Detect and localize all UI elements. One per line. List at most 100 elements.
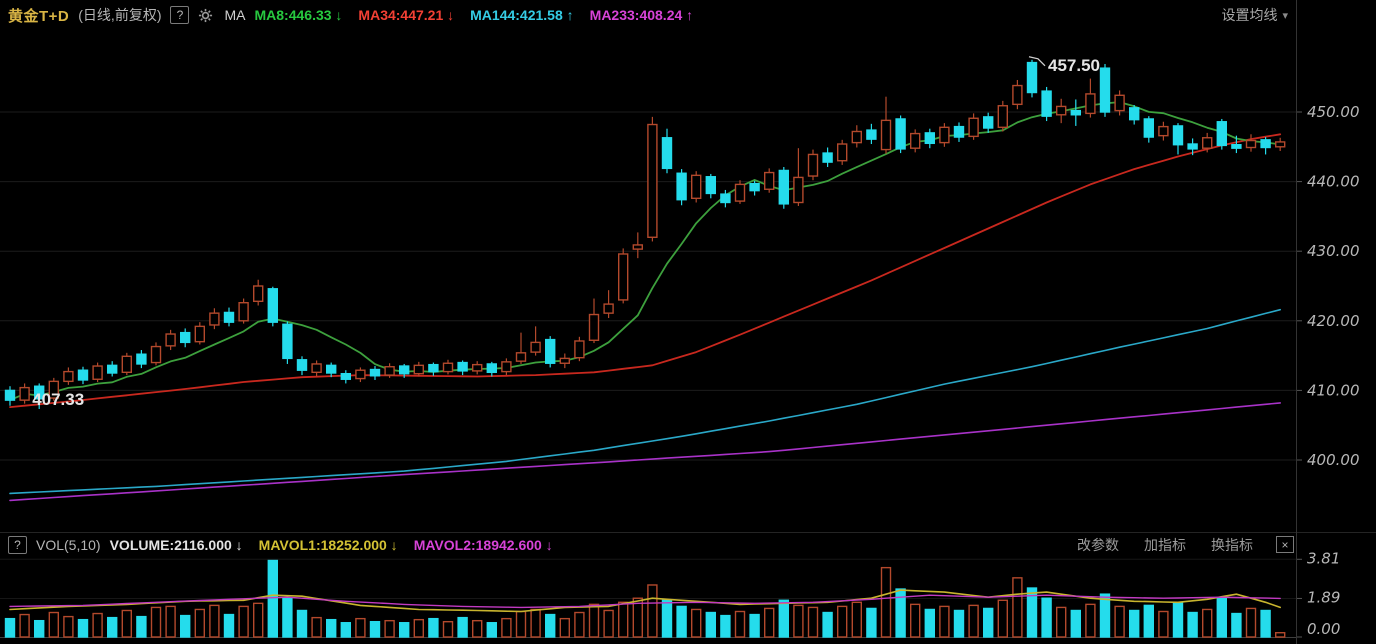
candle-up [939, 123, 950, 147]
volume-bar [1231, 612, 1242, 638]
volume-bar [63, 615, 74, 638]
volume-bar [1158, 610, 1169, 638]
candle-down [983, 112, 994, 133]
volume-bar [267, 559, 278, 638]
price-tick-label: 410.00 [1307, 381, 1360, 399]
candle-down [1128, 105, 1140, 125]
candle-up [910, 129, 921, 153]
volume-bar [121, 609, 133, 638]
candle-up [1055, 98, 1067, 124]
candle-down [545, 336, 556, 368]
volume-tick-label: 3.81 [1307, 549, 1340, 567]
candle-up [442, 359, 454, 375]
price-tick-label: 400.00 [1307, 451, 1360, 469]
change-params-button[interactable]: 改参数 [1077, 536, 1119, 553]
volume-bar [486, 622, 497, 638]
volume-help-icon[interactable]: ? [8, 535, 27, 554]
candle-up [632, 232, 643, 259]
candle-down [1216, 118, 1228, 150]
volume-bar [837, 605, 848, 638]
add-indicator-button[interactable]: 加指标 [1144, 536, 1186, 553]
volume-bar [238, 605, 249, 638]
candle-up [603, 290, 614, 319]
candle-down [953, 122, 965, 142]
volume-bar [1274, 632, 1286, 638]
candles [4, 59, 1286, 409]
volume-bar [661, 599, 673, 638]
volume-bar [632, 597, 643, 638]
volume-bar [282, 597, 293, 638]
candle-up [252, 279, 264, 306]
candle-up [48, 377, 59, 401]
candle-down [457, 360, 468, 376]
candle-down [34, 383, 45, 409]
volume-bar [880, 566, 892, 638]
close-icon[interactable]: × [1276, 536, 1294, 553]
volume-bar [691, 608, 702, 638]
ma-settings-button[interactable]: 设置均线 ▾ [1221, 5, 1288, 25]
candle-down [399, 363, 410, 378]
volume-bar [647, 584, 658, 638]
candle-down [77, 366, 89, 385]
price-tick-label: 450.00 [1307, 103, 1360, 121]
volume-bar [150, 606, 162, 638]
candle-up [209, 308, 220, 330]
volume-bar [603, 609, 614, 638]
help-icon[interactable]: ? [170, 6, 190, 24]
candle-up [515, 332, 527, 364]
volume-bar [910, 603, 921, 638]
candle-up [968, 113, 979, 140]
volume-bar [939, 605, 950, 638]
switch-indicator-button[interactable]: 换指标 [1211, 536, 1253, 553]
volume-bar [1085, 603, 1096, 638]
volume-bar [48, 611, 59, 638]
volume-bar [822, 611, 833, 638]
candle-up [63, 367, 74, 385]
volume-bar [559, 617, 570, 638]
candle-up [880, 96, 892, 154]
candle-up [1012, 79, 1023, 110]
ma233-line [9, 402, 1281, 502]
candle-up [194, 322, 206, 345]
volume-bar [574, 611, 585, 638]
volume-bar [807, 606, 819, 638]
volume-bar [77, 618, 89, 638]
candle-down [676, 169, 687, 206]
candle-up [618, 248, 629, 304]
volume-bar [442, 621, 454, 638]
volume-bar [1026, 587, 1038, 638]
price-annotation: 407.33 [32, 390, 84, 409]
ma-readouts: MA8:446.33 ↓ MA34:447.21 ↓ MA144:421.58 ↑ M… [254, 7, 693, 23]
candle-down [282, 321, 293, 364]
volume-bar [895, 588, 906, 638]
candle-down [1041, 86, 1052, 122]
volume-bar [588, 603, 600, 638]
caret-down-icon: ▾ [1282, 9, 1288, 22]
candle-up [355, 367, 366, 383]
candle-down [1231, 135, 1242, 154]
main-chart-header: 黄金T+D (日线,前复权) ? MA MA8:446.33 ↓ MA34:447… [0, 0, 1376, 30]
volume-readouts: VOLUME:2116.000 ↓ MAVOL1:18252.000 ↓ MAVOL… [110, 537, 553, 553]
volume-bar [705, 611, 716, 638]
volume-bar [778, 599, 789, 638]
candle-down [720, 189, 731, 208]
volume-bar [252, 602, 264, 638]
gear-icon[interactable] [198, 8, 213, 23]
volume-bar [19, 613, 30, 638]
candle-down [369, 366, 381, 380]
candle-down [1070, 99, 1082, 126]
price-annotations: 457.50 407.33 [32, 56, 1100, 409]
volume-tick-label: 0.00 [1307, 620, 1340, 638]
volume-bar [1055, 606, 1067, 638]
candle-down [136, 350, 147, 369]
volume-bar [983, 607, 994, 638]
candle-up [1085, 78, 1096, 118]
candle-up [851, 125, 862, 148]
candle-up [574, 336, 585, 362]
volume-bar [399, 622, 410, 638]
candle-up [793, 148, 804, 206]
candle-up [734, 180, 746, 204]
candle-up [1245, 134, 1257, 152]
candle-up [238, 298, 249, 324]
